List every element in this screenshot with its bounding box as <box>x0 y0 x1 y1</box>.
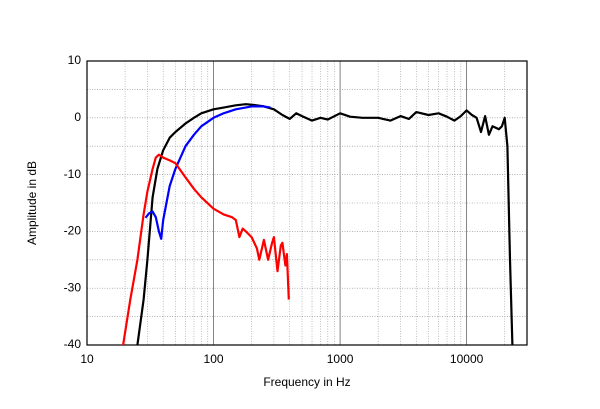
y-tick-label: 10 <box>68 53 82 67</box>
x-tick-label: 10 <box>80 352 94 366</box>
line-series <box>144 105 271 240</box>
x-tick-label: 10000 <box>450 352 484 366</box>
x-axis-label: Frequency in Hz <box>263 375 350 389</box>
y-tick-label: -30 <box>64 280 82 294</box>
x-tick-label: 1000 <box>327 352 354 366</box>
y-axis-label: Amplitude in dB <box>25 161 39 245</box>
y-tick-label: -10 <box>64 167 82 181</box>
line-series <box>136 103 514 345</box>
y-tick-label: -40 <box>64 337 82 351</box>
y-tick-label: 0 <box>74 110 81 124</box>
plot-frame <box>86 60 528 346</box>
y-tick-label: -20 <box>64 224 82 238</box>
x-tick-label: 100 <box>204 352 224 366</box>
line-series <box>122 153 290 345</box>
